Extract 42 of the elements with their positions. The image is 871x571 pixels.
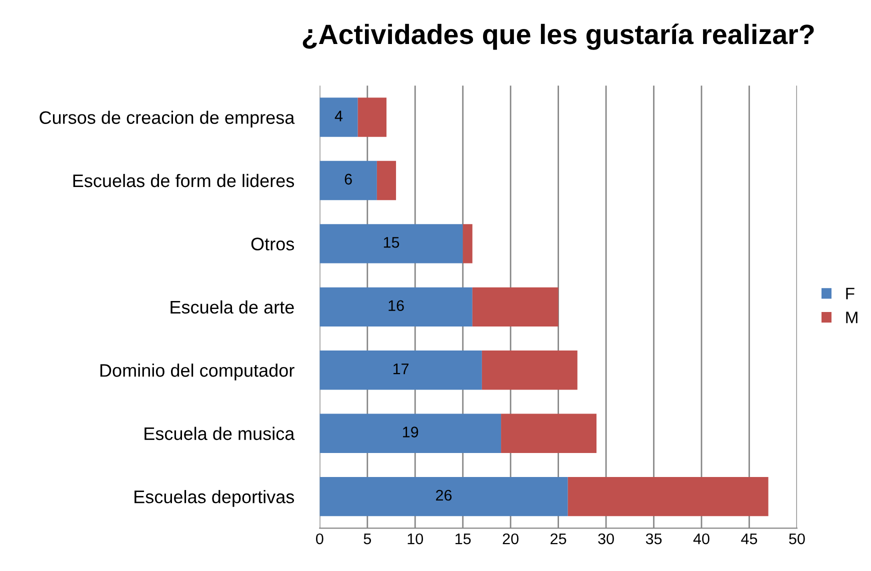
data-label: 6 — [344, 174, 352, 185]
bar — [320, 98, 358, 137]
y-tick-label: Escuela de arte — [170, 300, 294, 314]
y-tick-label: Cursos de creacion de empresa — [40, 110, 295, 128]
y-tick-label: Escuela de musica — [144, 426, 295, 440]
data-label: 16 — [388, 300, 404, 312]
x-tick-label: 30 — [598, 533, 614, 544]
bar — [320, 287, 472, 327]
bar — [320, 350, 482, 390]
x-tick-label: 15 — [456, 534, 471, 544]
bar — [320, 224, 463, 264]
y-tick-label: Dominio del computador — [100, 364, 294, 380]
x-tick-label: 0 — [316, 533, 324, 544]
data-label: 19 — [403, 426, 418, 438]
y-tick-label: Escuelas deportivas — [134, 490, 294, 507]
x-tick-label: 40 — [693, 533, 710, 544]
bar — [320, 160, 377, 200]
data-label: 15 — [384, 237, 400, 248]
chart-title: ¿Actividades que les gustaría realizar? — [302, 24, 814, 50]
x-tick-label: 5 — [364, 534, 371, 544]
bar — [320, 414, 502, 453]
x-tick-label: 35 — [646, 533, 662, 544]
data-label: 4 — [334, 110, 343, 122]
bar — [501, 414, 596, 453]
bar — [482, 350, 578, 390]
x-tick-label: 50 — [789, 533, 805, 544]
x-tick-label: 20 — [502, 533, 518, 544]
legend-label: M — [846, 312, 858, 324]
x-tick-label: 45 — [741, 534, 758, 544]
bar — [320, 476, 568, 516]
bar — [462, 224, 472, 264]
bar — [358, 98, 386, 137]
legend-label: F — [846, 288, 854, 300]
data-label: 17 — [393, 364, 409, 374]
data-label: 26 — [436, 490, 452, 501]
bar — [472, 287, 558, 327]
bar — [568, 476, 768, 516]
x-tick-label: 25 — [550, 533, 566, 544]
y-tick-label: Escuelas de form de lideres — [73, 174, 294, 188]
x-tick-label: 10 — [408, 533, 424, 544]
y-tick-label: Otros — [251, 238, 294, 250]
bar — [376, 160, 396, 200]
